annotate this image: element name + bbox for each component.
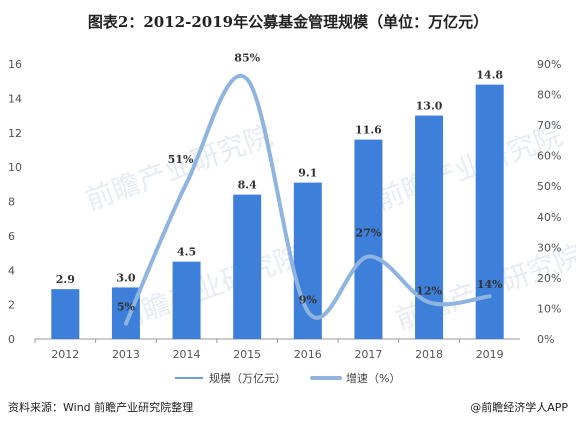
source-note: 资料来源：Wind 前瞻产业研究院整理 (8, 400, 193, 414)
x-tick-label: 2014 (173, 348, 201, 361)
x-tick-label: 2017 (354, 348, 382, 361)
y-left-tick-label: 0 (8, 333, 15, 346)
rate-value-label: 12% (416, 284, 442, 297)
rate-value-label: 5% (117, 301, 136, 314)
bar (111, 287, 140, 339)
x-tick-label: 2016 (294, 348, 322, 361)
line-series (123, 74, 492, 326)
y-right-tick-label: 40% (537, 211, 561, 224)
legend-label-growth: 增速（%） (346, 371, 400, 385)
watermark-text: 前瞻产业研究院 (371, 119, 566, 217)
bar-value-label: 8.4 (238, 179, 257, 192)
bar (475, 84, 504, 339)
y-left-tick-label: 6 (8, 230, 15, 243)
bar (354, 139, 383, 339)
rate-value-label: 51% (168, 153, 194, 166)
y-right-tick-label: 70% (537, 119, 561, 132)
rate-value-label: 14% (477, 278, 503, 291)
data-labels: 2.9 3.0 4.5 8.4 9.1 11.6 13.0 14.8 5% 51% 85% 9% 27%… (56, 51, 504, 313)
y-left-tick-label: 8 (8, 196, 15, 209)
y-right-tick-label: 30% (537, 241, 561, 254)
y-left-tick-label: 4 (8, 264, 15, 277)
y-right-tick-label: 10% (537, 302, 561, 315)
y-left-tick-label: 16 (8, 58, 22, 71)
y-right-tick-label: 50% (537, 180, 561, 193)
legend: 规模（万亿元） 增速（%） (175, 371, 400, 385)
legend-label-scale: 规模（万亿元） (209, 371, 286, 385)
x-tick-label: 2013 (112, 348, 140, 361)
chart-title: 图表2：2012-2019年公募基金管理规模（单位：万亿元） (88, 13, 488, 31)
y-right-tick-label: 80% (537, 89, 561, 102)
y-left-tick-label: 2 (8, 299, 15, 312)
x-tick-label: 2018 (415, 348, 443, 361)
x-tick-label: 2019 (476, 348, 504, 361)
growth-rate-line (123, 74, 492, 326)
bar-value-label: 11.6 (355, 124, 382, 137)
y-left-tick-label: 14 (8, 92, 22, 105)
bar-value-label: 9.1 (298, 167, 317, 180)
bar (233, 194, 262, 339)
rate-value-label: 9% (299, 294, 318, 307)
bar-value-label: 2.9 (56, 273, 75, 286)
bar-value-label: 13.0 (416, 100, 443, 113)
x-tick-label: 2012 (51, 348, 79, 361)
bar (293, 182, 322, 339)
bar (51, 289, 80, 339)
bar-value-label: 3.0 (116, 271, 135, 284)
y-right-tick-label: 90% (537, 58, 561, 71)
y-right-tick-label: 60% (537, 150, 561, 163)
bar-value-label: 4.5 (177, 246, 196, 259)
y-left-tick-label: 12 (8, 127, 22, 140)
bar (172, 261, 201, 339)
rate-value-label: 27% (356, 227, 382, 240)
brand-credit: @前瞻经济学人APP (470, 400, 568, 414)
y-right-tick-label: 0% (537, 333, 554, 346)
y-right-tick-label: 20% (537, 272, 561, 285)
bar-value-label: 14.8 (476, 69, 503, 82)
y-left-tick-label: 10 (8, 161, 22, 174)
rate-value-label: 85% (234, 51, 260, 64)
x-tick-label: 2015 (233, 348, 261, 361)
